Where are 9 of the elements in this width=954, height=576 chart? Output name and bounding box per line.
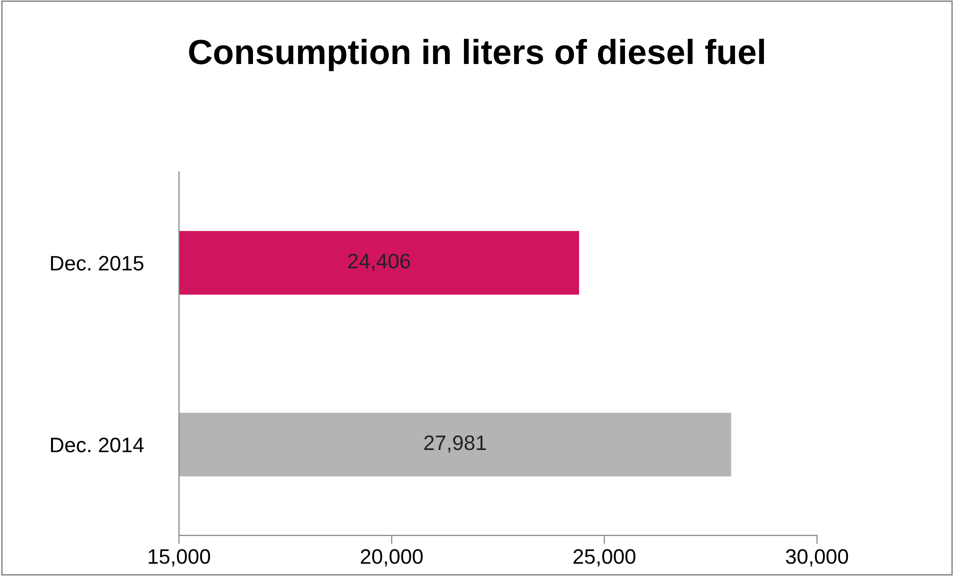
x-tick-label: 20,000 [360,549,423,566]
chart-title: Consumption in liters of diesel fuel [189,38,764,72]
y-tick-label: Dec. 2015 [51,256,144,271]
x-tick-label: 30,000 [786,549,848,566]
data-label: 24,406 [348,254,410,271]
data-label: 27,981 [424,435,486,453]
x-tick-label: 25,000 [574,549,636,566]
y-tick-label: Dec. 2014 [51,438,144,452]
x-tick-label: 15,000 [148,549,210,566]
